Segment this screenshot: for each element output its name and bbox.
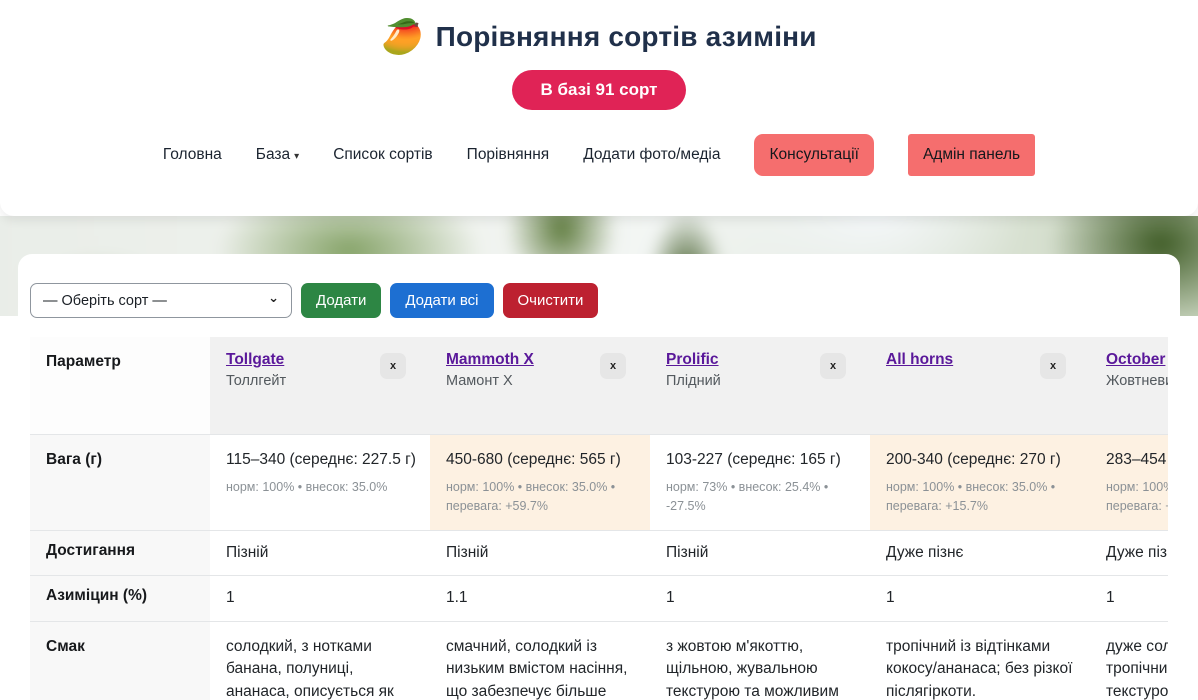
remove-variety-button[interactable]: x bbox=[600, 353, 626, 379]
variety-link[interactable]: Prolific bbox=[666, 351, 719, 368]
table-cell: 1 bbox=[1090, 575, 1168, 621]
table-cell: тропічний із відтінками кокосу/ананаса; … bbox=[870, 620, 1090, 700]
clear-button[interactable]: Очистити bbox=[502, 283, 599, 318]
page-title: Порівняння сортів азиміни bbox=[435, 21, 817, 52]
variety-link[interactable]: Tollgate bbox=[226, 351, 285, 368]
row-label-2: Достигання bbox=[30, 529, 210, 576]
site-header: 🥭 Порівняння сортів азиміни В базі 91 со… bbox=[0, 0, 1198, 216]
cell-stat-subtext: норм: 100% перевага: + bbox=[1106, 480, 1168, 514]
variety-link[interactable]: October bbox=[1106, 351, 1166, 368]
controls-bar: — Оберіть сорт — ⌄ Додати Додати всі Очи… bbox=[30, 283, 1168, 318]
table-cell: 115–340 (середнє: 227.5 г) норм: 100% • в… bbox=[210, 434, 430, 530]
table-cell: дуже сол тропічни текстуро високі. bbox=[1090, 620, 1168, 700]
cell-main-value: 115–340 (середнє: 227.5 г) bbox=[226, 451, 416, 468]
table-cell: 200-340 (середнє: 270 г) норм: 100% • вне… bbox=[870, 434, 1090, 530]
table-cell: Пізній bbox=[210, 529, 430, 576]
table-cell: Дуже пізнє bbox=[1090, 529, 1168, 576]
table-cell: солодкий, з нотками банана, полуниці, ан… bbox=[210, 620, 430, 700]
badge-wrap: В базі 91 сорт bbox=[0, 70, 1198, 110]
add-button[interactable]: Додати bbox=[301, 283, 382, 318]
title-row: 🥭 Порівняння сортів азиміни bbox=[0, 20, 1198, 54]
pawpaw-fruit-icon: 🥭 bbox=[381, 18, 424, 56]
table-cell: 1 bbox=[870, 575, 1090, 621]
row-label-3: Азиміцин (%) bbox=[30, 575, 210, 621]
caret-down-icon: ▾ bbox=[294, 151, 300, 162]
variety-column-header-1: Tollgate Толлгейт x bbox=[210, 337, 430, 434]
variety-subtitle: Мамонт X bbox=[446, 373, 513, 389]
cell-main-value: 450-680 (середнє: 565 г) bbox=[446, 451, 621, 468]
nav-admin-panel[interactable]: Адмін панель bbox=[907, 134, 1036, 176]
nav-home[interactable]: Головна bbox=[163, 138, 222, 172]
cell-stat-subtext: норм: 100% • внесок: 35.0% • перевага: +… bbox=[446, 480, 616, 514]
table-cell: Пізній bbox=[430, 529, 650, 576]
variety-subtitle: Жовтневи bbox=[1106, 373, 1168, 389]
table-cell: 1 bbox=[210, 575, 430, 621]
remove-variety-button[interactable]: x bbox=[380, 353, 406, 379]
nav-add-media[interactable]: Додати фото/медіа bbox=[583, 138, 720, 172]
nav-variety-list[interactable]: Список сортів bbox=[333, 138, 432, 172]
table-cell: смачний, солодкий із низьким вмістом нас… bbox=[430, 620, 650, 700]
cell-main-value: 200-340 (середнє: 270 г) bbox=[886, 451, 1061, 468]
main-nav: Головна База ▾ Список сортів Порівняння Додат… bbox=[0, 134, 1198, 176]
variety-column-header-2: Mammoth X Мамонт X x bbox=[430, 337, 650, 434]
row-label-4: Смак bbox=[30, 620, 210, 700]
chevron-down-icon: ⌄ bbox=[268, 289, 279, 305]
table-cell: 1.1 bbox=[430, 575, 650, 621]
database-count-badge: В базі 91 сорт bbox=[512, 70, 686, 110]
variety-subtitle: Толлгейт bbox=[226, 373, 287, 389]
table-cell: Пізній bbox=[650, 529, 870, 576]
comparison-table-clip: Параметр Tollgate Толлгейт x Mammoth X Мамонт… bbox=[30, 337, 1168, 700]
nav-base-dropdown[interactable]: База ▾ bbox=[256, 138, 299, 172]
cell-stat-subtext: норм: 100% • внесок: 35.0% • перевага: +… bbox=[886, 480, 1056, 514]
variety-select-value: — Оберіть сорт — bbox=[43, 292, 167, 309]
comparison-table: Параметр Tollgate Толлгейт x Mammoth X Мамонт… bbox=[30, 337, 1168, 700]
variety-column-header-5: OctoberЖовтневиx bbox=[1090, 337, 1168, 434]
table-cell: 103-227 (середнє: 165 г) норм: 73% • внес… bbox=[650, 434, 870, 530]
table-cell: з жовтою м'якоттю, щільною, жувальною те… bbox=[650, 620, 870, 700]
table-cell: 450-680 (середнє: 565 г) норм: 100% • вне… bbox=[430, 434, 650, 530]
content-card: — Оберіть сорт — ⌄ Додати Додати всі Очи… bbox=[18, 254, 1180, 700]
remove-variety-button[interactable]: x bbox=[820, 353, 846, 379]
variety-link[interactable]: All horns bbox=[886, 351, 954, 368]
param-column-header: Параметр bbox=[30, 337, 210, 434]
add-all-button[interactable]: Додати всі bbox=[390, 283, 494, 318]
variety-subtitle: Плідний bbox=[666, 373, 721, 389]
nav-consultations[interactable]: Консультації bbox=[754, 134, 874, 176]
cell-main-value: 283–454 bbox=[1106, 451, 1167, 468]
variety-select[interactable]: — Оберіть сорт — ⌄ bbox=[30, 283, 292, 318]
table-cell: 1 bbox=[650, 575, 870, 621]
nav-comparison[interactable]: Порівняння bbox=[467, 138, 550, 172]
table-cell: 283–454 норм: 100% перевага: + bbox=[1090, 434, 1168, 530]
remove-variety-button[interactable]: x bbox=[1040, 353, 1066, 379]
variety-column-header-3: Prolific Плідний x bbox=[650, 337, 870, 434]
variety-column-header-4: All horns x bbox=[870, 337, 1090, 434]
cell-stat-subtext: норм: 100% • внесок: 35.0% bbox=[226, 480, 388, 495]
cell-main-value: 103-227 (середнє: 165 г) bbox=[666, 451, 841, 468]
row-label-1: Вага (г) bbox=[30, 434, 210, 530]
table-cell: Дуже пізнє bbox=[870, 529, 1090, 576]
variety-link[interactable]: Mammoth X bbox=[446, 351, 534, 368]
cell-stat-subtext: норм: 73% • внесок: 25.4% • -27.5% bbox=[666, 480, 829, 514]
